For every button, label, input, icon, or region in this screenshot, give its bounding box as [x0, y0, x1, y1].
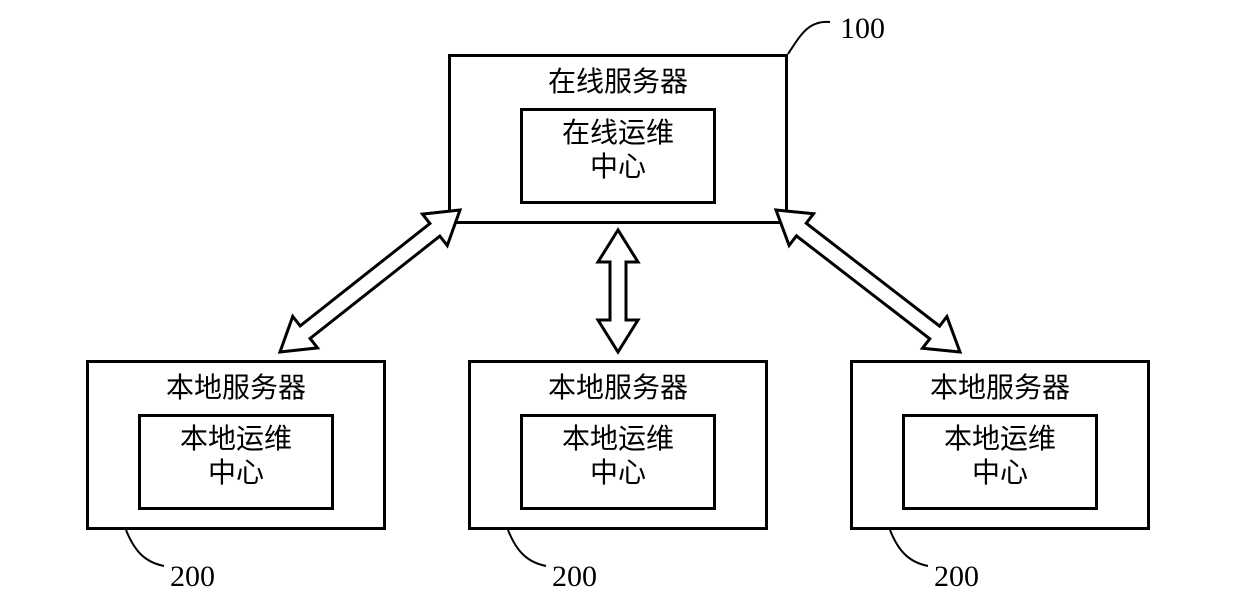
- double-arrow-1: [598, 230, 638, 352]
- local-ops-center-box-1: 本地运维 中心: [138, 414, 334, 510]
- local-ops-center-box-3: 本地运维 中心: [902, 414, 1098, 510]
- local-ops-line1-3: 本地运维: [905, 423, 1095, 457]
- local-ops-line2-2: 中心: [523, 457, 713, 491]
- local-server-title-3: 本地服务器: [853, 371, 1147, 407]
- online-ops-center-box: 在线运维 中心: [520, 108, 716, 204]
- ref-100: 100: [840, 12, 885, 46]
- diagram-canvas: 在线服务器 在线运维 中心 100 本地服务器 本地运维 中心 200 本地服务…: [0, 0, 1240, 615]
- leader-200-2: [508, 530, 546, 566]
- double-arrow-0: [280, 210, 460, 352]
- local-ops-line1-2: 本地运维: [523, 423, 713, 457]
- leader-200-3: [890, 530, 928, 566]
- leader-200-1: [126, 530, 164, 566]
- online-server-title: 在线服务器: [451, 65, 785, 101]
- local-server-title-1: 本地服务器: [89, 371, 383, 407]
- ref-200-3: 200: [934, 560, 979, 594]
- online-ops-center-line2: 中心: [523, 151, 713, 185]
- ref-200-1: 200: [170, 560, 215, 594]
- local-server-title-2: 本地服务器: [471, 371, 765, 407]
- local-ops-center-box-2: 本地运维 中心: [520, 414, 716, 510]
- leader-100: [788, 22, 830, 54]
- ref-200-2: 200: [552, 560, 597, 594]
- local-ops-line2-3: 中心: [905, 457, 1095, 491]
- local-ops-line1-1: 本地运维: [141, 423, 331, 457]
- online-ops-center-line1: 在线运维: [523, 117, 713, 151]
- double-arrow-2: [776, 210, 960, 352]
- local-ops-line2-1: 中心: [141, 457, 331, 491]
